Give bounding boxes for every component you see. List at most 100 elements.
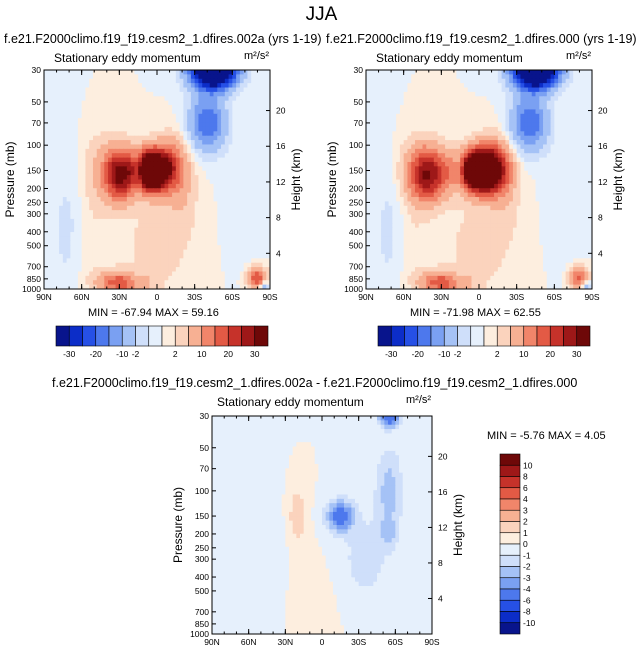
colorbar-label: -20 [412, 349, 425, 359]
y-tick-label: 100 [349, 140, 363, 150]
colorbar-box [499, 588, 521, 601]
colorbar-box [499, 532, 521, 545]
colorbar-box [499, 577, 521, 590]
y-tick-label: 50 [200, 443, 210, 453]
x-tick-label: 30S [187, 292, 202, 302]
colorbar-box [430, 325, 445, 347]
y-tick-label: 1000 [22, 284, 41, 294]
x-tick-label: 90S [262, 292, 277, 302]
y-tick-label: 1000 [190, 629, 209, 639]
y-tick-label: 200 [349, 183, 363, 193]
colorbar-box [499, 464, 521, 477]
x-tick-label: 60S [547, 292, 562, 302]
colorbar-label: -6 [523, 595, 531, 605]
y2-tick-label: 12 [438, 522, 448, 532]
x-tick-label: 90N [36, 292, 52, 302]
colorbar-box [241, 325, 256, 347]
page-title: JJA [305, 4, 338, 25]
x-tick-label: 90S [584, 292, 599, 302]
y-axis-label: Pressure (mb) [3, 141, 17, 217]
x-tick-label: 0 [155, 292, 160, 302]
y-tick-label: 500 [349, 241, 363, 251]
y2-tick-label: 16 [438, 487, 448, 497]
panel2-subtitle: Stationary eddy momentum [376, 51, 523, 65]
y-tick-label: 70 [200, 464, 210, 474]
y2-axis-label: Height (km) [289, 148, 303, 210]
panel2-minmax: MIN = -71.98 MAX = 62.55 [410, 307, 541, 319]
colorbar-box [377, 325, 392, 347]
y-tick-label: 30 [32, 65, 42, 75]
x-tick-label: 90S [424, 637, 439, 647]
x-tick-label: 90N [358, 292, 374, 302]
colorbar-box [499, 554, 521, 567]
colorbar-box [499, 487, 521, 500]
colorbar-label: 10 [197, 349, 207, 359]
colorbar-box [510, 325, 525, 347]
colorbar-label: 2 [173, 349, 178, 359]
colorbar-box [214, 325, 229, 347]
y-tick-label: 70 [32, 118, 42, 128]
panel1-colorbar: -30 -20 -10 -2 2 10 20 30 [55, 325, 269, 359]
y2-tick-label: 8 [598, 213, 603, 223]
colorbar-box [68, 325, 83, 347]
colorbar-label: -2 [523, 562, 531, 572]
colorbar-label: 10 [519, 349, 529, 359]
y-tick-label: 100 [27, 140, 41, 150]
colorbar-label: 3 [523, 505, 528, 515]
y2-tick-label: 20 [598, 106, 608, 116]
y2-tick-label: 12 [598, 177, 608, 187]
colorbar-box [499, 599, 521, 612]
colorbar-box [443, 325, 458, 347]
x-tick-label: 60N [74, 292, 90, 302]
y-tick-label: 400 [349, 227, 363, 237]
colorbar-box [148, 325, 163, 347]
y-tick-label: 700 [27, 262, 41, 272]
colorbar-box [499, 611, 521, 624]
colorbar-box [121, 325, 136, 347]
colorbar-box [499, 498, 521, 511]
x-tick-label: 90N [204, 637, 220, 647]
y-tick-label: 1000 [344, 284, 363, 294]
colorbar-box [536, 325, 551, 347]
y2-tick-label: 16 [276, 141, 286, 151]
colorbar-box [457, 325, 472, 347]
x-tick-label: 0 [477, 292, 482, 302]
colorbar-label: -2 [454, 349, 462, 359]
y-axis-label: Pressure (mb) [171, 487, 185, 563]
panel3-subtitle: Stationary eddy momentum [217, 395, 364, 409]
y-tick-label: 70 [354, 118, 364, 128]
y-tick-label: 250 [195, 543, 209, 553]
colorbar-label: 30 [250, 349, 260, 359]
panel1-subtitle: Stationary eddy momentum [54, 51, 201, 65]
panel3-minmax: MIN = -5.76 MAX = 4.05 [487, 430, 606, 442]
y-tick-label: 850 [195, 619, 209, 629]
colorbar-label: -30 [63, 349, 76, 359]
colorbar-box [499, 476, 521, 489]
x-tick-label: 30N [278, 637, 294, 647]
colorbar-box [483, 325, 498, 347]
colorbar-label: -4 [523, 584, 531, 594]
panel3-plot: 90N 60N 30N 0 30S 60S 90S 30 50 70 100 150 200 250300… [171, 411, 465, 647]
y-tick-label: 30 [200, 411, 210, 421]
y2-tick-label: 16 [598, 141, 608, 151]
y-tick-label: 500 [195, 586, 209, 596]
y-tick-label: 150 [349, 166, 363, 176]
colorbar-box [499, 543, 521, 556]
colorbar-label: -1 [523, 550, 531, 560]
plot-field [212, 416, 432, 634]
colorbar-label: 10 [523, 460, 533, 470]
colorbar-box [161, 325, 176, 347]
y-tick-label: 500 [27, 241, 41, 251]
x-tick-label: 60S [225, 292, 240, 302]
panel2-title: f.e21.F2000climo.f19_f19.cesm2_1.dfires.… [326, 32, 637, 46]
y2-axis-label: Height (km) [451, 494, 465, 556]
colorbar-box [135, 325, 150, 347]
colorbar-box [499, 622, 521, 635]
colorbar-label: 2 [523, 517, 528, 527]
colorbar-box [499, 521, 521, 534]
colorbar-box [201, 325, 216, 347]
colorbar-label: -10 [523, 618, 536, 628]
panel1-plot: 90N 60N 30N 0 30S 60S 90S 30 50 70 100 150 200 250 300… [3, 65, 303, 302]
colorbar-label: -3 [523, 573, 531, 583]
